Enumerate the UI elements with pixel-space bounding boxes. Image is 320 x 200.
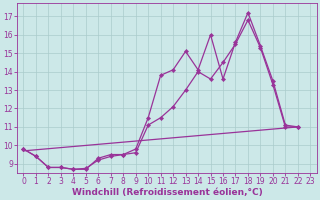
X-axis label: Windchill (Refroidissement éolien,°C): Windchill (Refroidissement éolien,°C) xyxy=(72,188,262,197)
